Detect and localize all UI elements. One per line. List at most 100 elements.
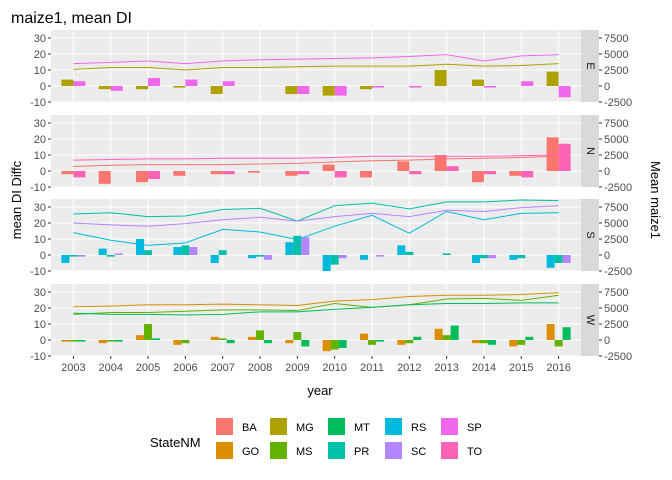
bar-MS-2015 xyxy=(517,340,526,345)
bar-MS-2010 xyxy=(330,340,339,350)
y-tick-label-right: 5000 xyxy=(604,303,628,315)
y-tick-label-right: -2500 xyxy=(604,97,632,109)
bar-TO-2005 xyxy=(148,171,161,179)
bar-SC-2014 xyxy=(487,255,496,259)
bar-BA-2013 xyxy=(434,155,447,171)
strip-label-N: N xyxy=(584,147,596,155)
bar-MS-2007 xyxy=(218,338,227,340)
bar-MT-2013 xyxy=(450,325,459,340)
bar-PR-2009 xyxy=(293,235,302,255)
legend-key-BA xyxy=(216,418,233,435)
bar-SP-2005 xyxy=(148,78,161,86)
y-tick-label-left: 0 xyxy=(40,250,46,262)
bar-BA-2014 xyxy=(471,171,484,183)
bar-BA-2005 xyxy=(136,171,149,183)
bar-GO-2009 xyxy=(285,340,294,344)
bar-SC-2011 xyxy=(375,255,384,257)
bar-RS-2014 xyxy=(471,255,480,263)
line-SP xyxy=(73,54,559,65)
bar-RS-2003 xyxy=(61,255,70,263)
legend-key-SC xyxy=(385,442,402,459)
bar-BA-2004 xyxy=(98,171,111,184)
bar-MT-2009 xyxy=(301,340,310,347)
x-tick-label: 2010 xyxy=(322,362,346,374)
bar-MT-2005 xyxy=(152,338,161,340)
y-tick-label-right: 2500 xyxy=(604,319,628,331)
bar-MT-2010 xyxy=(338,340,347,348)
bar-SP-2014 xyxy=(483,86,496,88)
legend-label-MS: MS xyxy=(296,446,313,458)
x-axis: 2003 2004 2005 2006 2007 2008 2009 2010 2011 2012… xyxy=(61,356,571,374)
panels: -10 0 10 20 30 E -2500 0 2500 5000 7500 -10 0 10 20 30 N… xyxy=(30,30,632,363)
y-tick-label-right: 2500 xyxy=(604,234,628,246)
bar-MT-2008 xyxy=(264,340,273,344)
legend-title: StateNM xyxy=(150,435,201,450)
bar-BA-2008 xyxy=(248,171,261,173)
line-MG xyxy=(73,63,559,71)
bar-TO-2010 xyxy=(334,171,347,178)
bar-RS-2008 xyxy=(248,255,257,259)
bar-TO-2013 xyxy=(446,166,459,171)
y-tick-label-right: 7500 xyxy=(604,118,628,130)
y-tick-label-left: 10 xyxy=(34,150,46,162)
bar-PR-2005 xyxy=(144,250,153,255)
bar-MS-2009 xyxy=(293,332,302,340)
y-tick-label-right: -2500 xyxy=(604,266,632,278)
legend-key-MT xyxy=(328,418,345,435)
y-tick-label-left: 20 xyxy=(34,134,46,146)
panel-S: -10 0 10 20 30 S -2500 0 2500 5000 7500 xyxy=(30,199,632,278)
bar-MS-2013 xyxy=(442,335,451,340)
y-tick-label-right: 0 xyxy=(604,335,610,347)
strip-background xyxy=(581,115,599,187)
bar-MT-2016 xyxy=(562,327,571,340)
bar-GO-2011 xyxy=(359,333,368,340)
legend-label-TO: TO xyxy=(467,446,483,458)
y-tick-label-right: -2500 xyxy=(604,182,632,194)
bar-GO-2010 xyxy=(322,340,331,352)
x-tick-label: 2009 xyxy=(285,362,309,374)
bar-RS-2007 xyxy=(210,255,219,263)
y-tick-label-right: 0 xyxy=(604,81,610,93)
line-MS xyxy=(73,294,559,315)
y-tick-label-left: -10 xyxy=(30,97,46,109)
bar-MG-2016 xyxy=(546,71,559,86)
bar-RS-2010 xyxy=(322,255,331,271)
bar-RS-2015 xyxy=(509,255,518,260)
y-tick-label-left: 20 xyxy=(34,49,46,61)
bar-TO-2015 xyxy=(521,171,534,178)
bar-GO-2003 xyxy=(61,340,70,342)
bar-PR-2016 xyxy=(554,255,563,263)
bar-PR-2015 xyxy=(517,255,526,259)
bar-PR-2014 xyxy=(479,255,488,259)
x-tick-label: 2004 xyxy=(98,362,122,374)
bar-PR-2007 xyxy=(218,250,227,255)
bar-GO-2008 xyxy=(248,336,257,340)
legend-label-BA: BA xyxy=(242,422,257,434)
y-tick-label-right: 2500 xyxy=(604,150,628,162)
bar-BA-2011 xyxy=(359,171,372,178)
bar-MS-2008 xyxy=(256,330,265,340)
legend-key-MS xyxy=(270,442,287,459)
y-tick-label-right: 0 xyxy=(604,166,610,178)
legend-key-TO xyxy=(441,442,458,459)
bar-SC-2008 xyxy=(264,255,273,260)
y-tick-label-left: 0 xyxy=(40,81,46,93)
bar-TO-2012 xyxy=(409,171,422,175)
y-tick-label-left: 30 xyxy=(34,202,46,214)
bar-MT-2011 xyxy=(375,340,384,342)
bar-TO-2003 xyxy=(73,171,86,178)
bar-RS-2011 xyxy=(359,255,368,260)
bar-BA-2007 xyxy=(210,171,223,175)
bar-MT-2015 xyxy=(525,336,534,340)
legend-label-PR: PR xyxy=(354,446,369,458)
bar-SC-2016 xyxy=(562,255,571,263)
bar-RS-2009 xyxy=(285,242,294,255)
bar-TO-2016 xyxy=(558,143,571,171)
bar-MG-2010 xyxy=(322,86,335,96)
panel-E: -10 0 10 20 30 E -2500 0 2500 5000 7500 xyxy=(30,30,632,109)
bar-MT-2004 xyxy=(114,340,123,342)
bar-GO-2014 xyxy=(471,340,480,344)
y-axis-title-left: mean DI Diffc xyxy=(9,160,24,239)
bar-RS-2012 xyxy=(397,245,406,255)
bar-SP-2009 xyxy=(297,86,310,94)
